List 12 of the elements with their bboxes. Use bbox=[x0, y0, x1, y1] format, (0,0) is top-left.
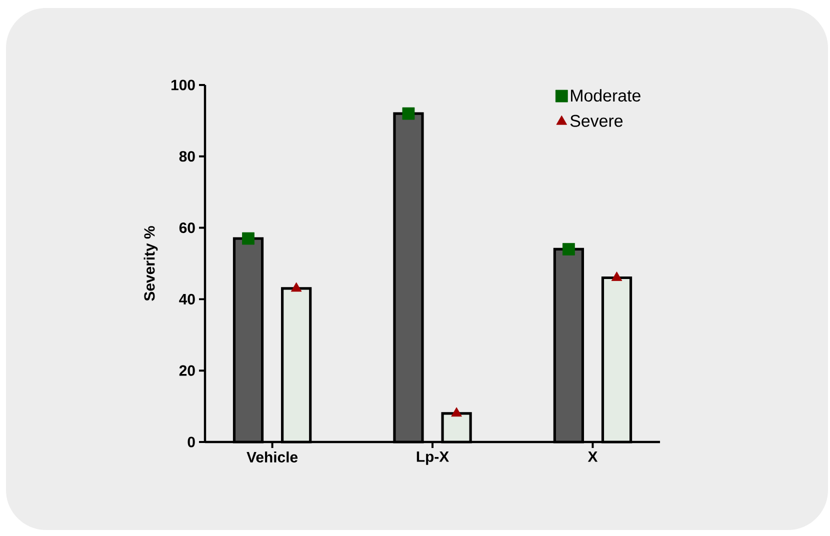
y-tick-label: 40 bbox=[179, 294, 195, 304]
x-tick-label: Lp-X bbox=[416, 452, 449, 465]
y-tick-label: 20 bbox=[179, 365, 195, 376]
x-tick-label: Vehicle bbox=[246, 452, 298, 462]
legend-label: Moderate bbox=[571, 89, 640, 102]
y-axis-title: Severity % bbox=[144, 226, 158, 301]
y-tick-label: 100 bbox=[171, 80, 195, 90]
y-tick-label: 0 bbox=[188, 436, 195, 448]
y-tick-label: 60 bbox=[179, 222, 195, 234]
y-tick-label: 80 bbox=[179, 151, 195, 162]
legend-label: Severe bbox=[570, 114, 623, 127]
x-tick-label: X bbox=[588, 452, 598, 462]
